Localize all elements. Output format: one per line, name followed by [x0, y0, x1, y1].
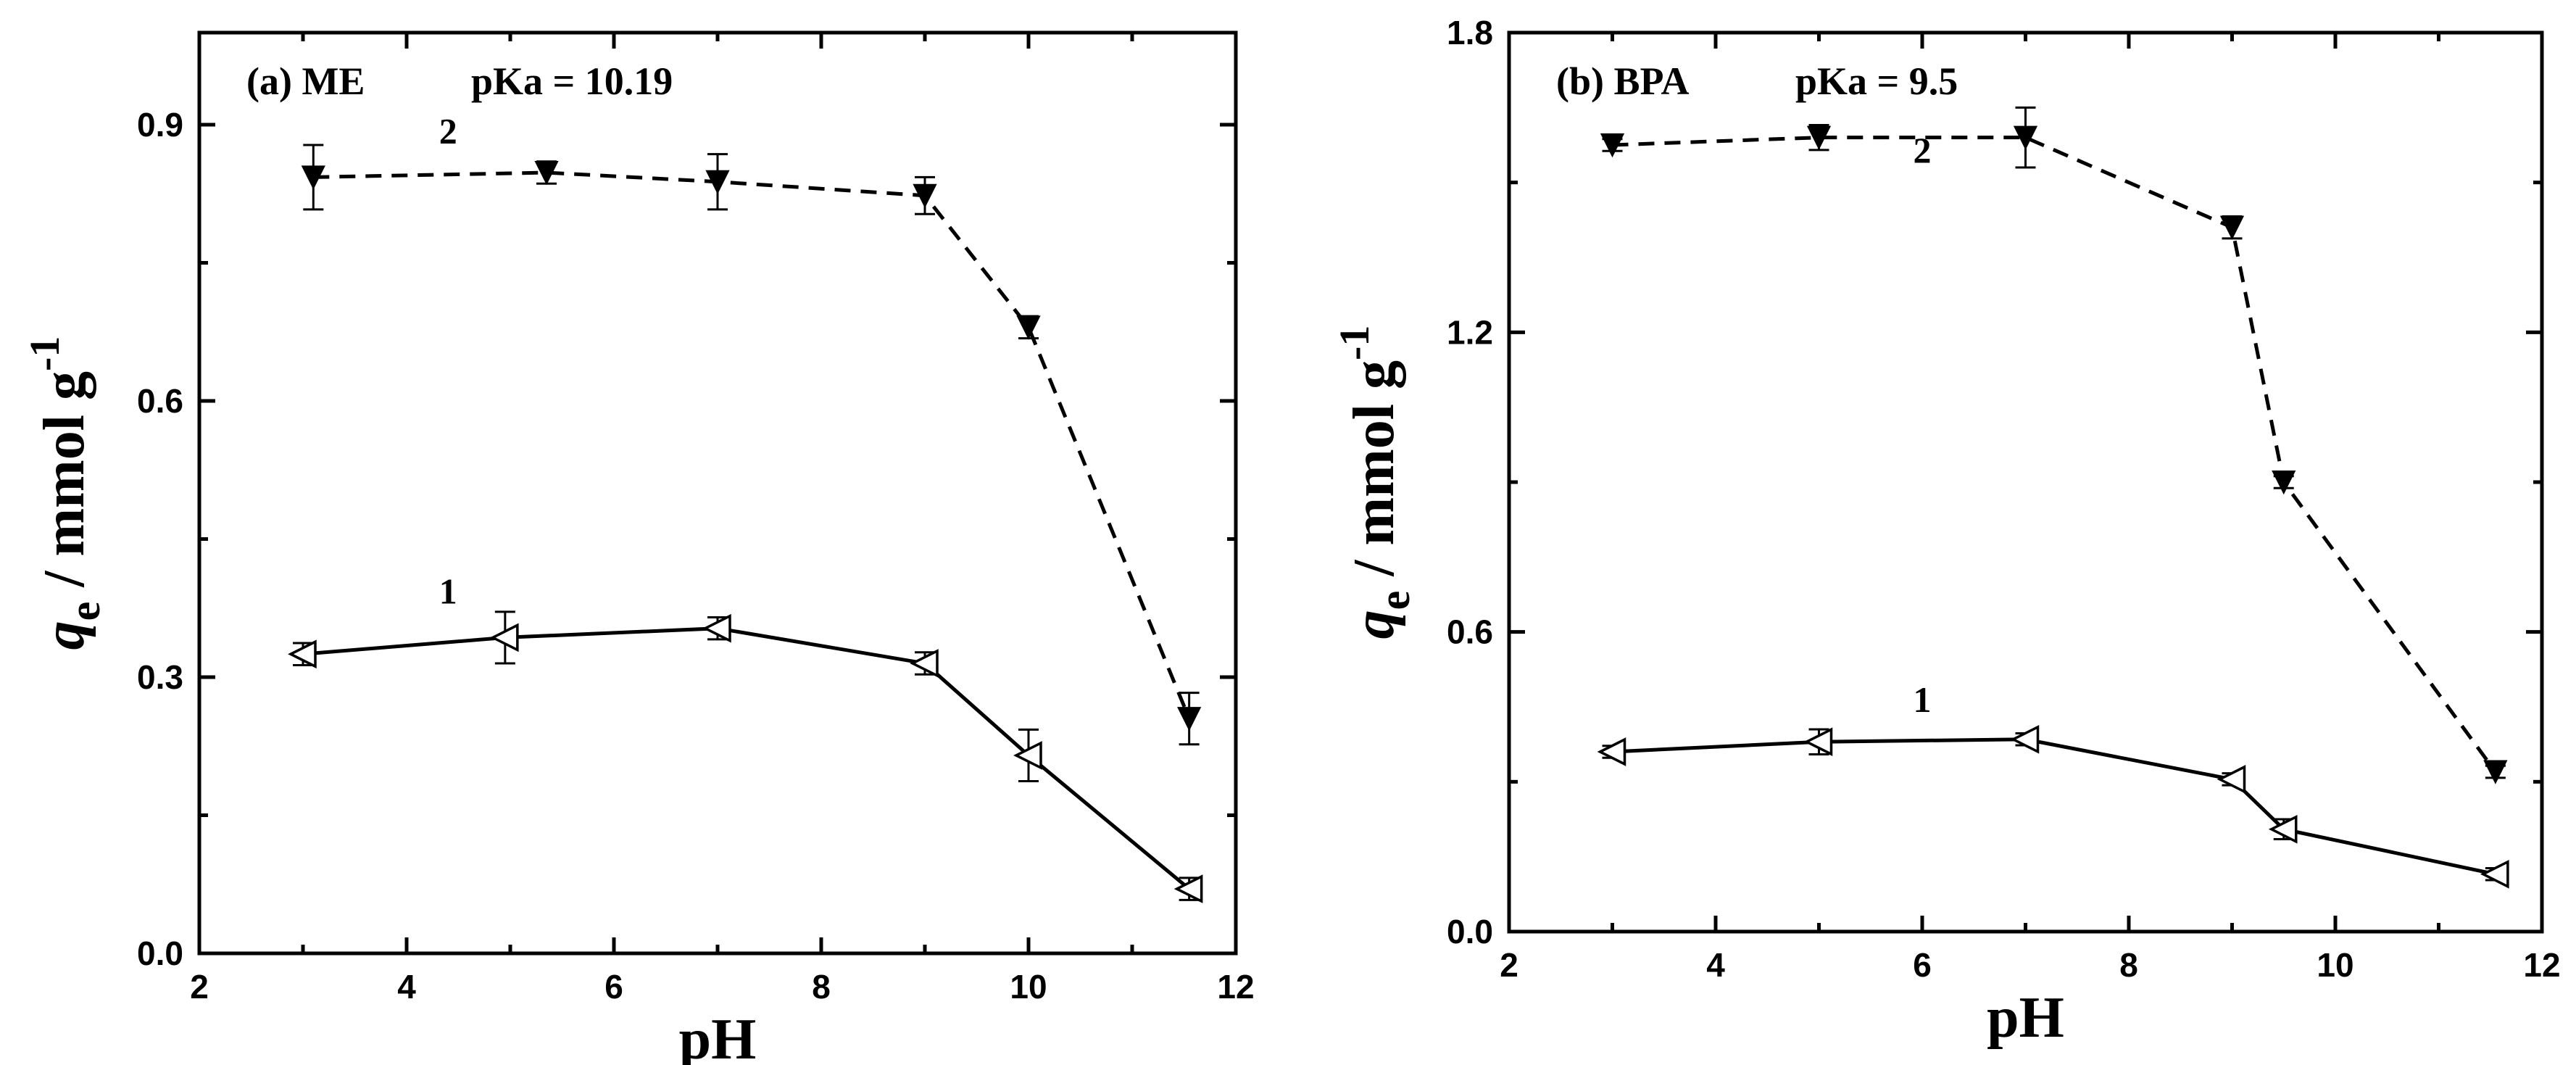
chart-a-pka-label: pKa = 10.19 — [471, 59, 673, 103]
chart-b-x-tick-label: 10 — [2317, 946, 2353, 984]
chart-b-series-2-point — [1806, 125, 1832, 150]
chart-a-x-tick-label: 2 — [190, 968, 209, 1006]
chart-a-x-tick-label: 10 — [1010, 968, 1047, 1006]
chart-b-series-1-point — [1597, 737, 1626, 766]
chart-a-series-1-label: 1 — [439, 571, 457, 611]
chart-b-x-tick-label: 2 — [1500, 946, 1518, 984]
chart-b-y-tick-label: 1.2 — [1447, 313, 1493, 351]
chart-a-series-2-line — [313, 170, 1191, 720]
chart-a-series-1-point — [288, 639, 317, 669]
chart-a-series-2-point — [705, 170, 730, 194]
chart-a-x-tick-label: 12 — [1217, 968, 1254, 1006]
chart-b-series-1-point — [2010, 724, 2040, 754]
chart-b-series-1-point — [1803, 727, 1833, 757]
chart-b-series-1-point — [2268, 814, 2298, 844]
chart-panel-a: 2 4 6 8 10 12 0.0 0.3 0.6 0.9 pH qe / mmol g-1 (a) M… — [21, 30, 1255, 1065]
chart-a-panel-label: (a) ME — [246, 59, 365, 103]
chart-b-series-2-point — [1600, 133, 1625, 158]
chart-b-series-2-label: 2 — [1914, 130, 1932, 170]
chart-a-x-tick-label: 8 — [812, 968, 831, 1006]
chart-a-series-1-line — [302, 626, 1191, 891]
chart-a-series-2-point — [301, 165, 325, 190]
chart-b-series-2-point — [2219, 215, 2245, 240]
chart-a-series-1-point — [1173, 874, 1203, 903]
chart-b-pka-label: pKa = 9.5 — [1795, 59, 1958, 103]
chart-a-series-2-point — [1177, 707, 1202, 732]
chart-b-series-1-point — [2216, 765, 2246, 794]
chart-a-series-2-point — [913, 183, 937, 209]
chart-a-series-1-point — [910, 649, 939, 678]
chart-b-x-tick-label: 8 — [2119, 946, 2138, 984]
chart-b-y-axis-label: qe / mmol g-1 — [1331, 326, 1418, 639]
chart-b-x-tick-label: 12 — [2523, 946, 2560, 984]
chart-b-y-tick-label: 0.0 — [1447, 913, 1493, 950]
chart-a-y-tick-label: 0.3 — [137, 658, 183, 696]
chart-a-series-2-point — [534, 161, 559, 186]
chart-a-x-tick-label: 6 — [604, 968, 623, 1006]
chart-b-x-tick-label: 6 — [1913, 946, 1932, 984]
chart-b-panel-label: (b) BPA — [1556, 59, 1690, 103]
chart-a-x-axis-label: pH — [679, 1008, 757, 1065]
chart-a-series-1-point — [702, 613, 731, 643]
chart-a-series-1-point — [1013, 741, 1042, 770]
chart-a-series-2-point — [1016, 315, 1041, 340]
chart-b-x-axis-label: pH — [1987, 986, 2064, 1050]
chart-b-series-2-point — [2272, 471, 2296, 495]
chart-a-y-axis-label: qe / mmol g-1 — [21, 336, 109, 650]
chart-b-series-1-line — [1612, 737, 2496, 877]
chart-b-series-2-point — [2483, 760, 2508, 784]
chart-b-series-1-point — [2480, 859, 2509, 889]
chart-a-y-tick-label: 0.0 — [137, 935, 183, 972]
chart-a-series-2-label: 2 — [439, 110, 457, 151]
chart-a-x-tick-label: 4 — [397, 968, 416, 1006]
chart-b-series-2-point — [2013, 125, 2038, 150]
chart-panel-b: 2 4 6 8 10 12 0.0 0.6 1.2 1.8 pH qe / mmol g-1 (b) B… — [1288, 0, 2576, 1065]
chart-b-x-tick-label: 4 — [1706, 946, 1725, 984]
chart-a-y-tick-label: 0.6 — [137, 382, 183, 420]
chart-b-y-tick-label: 1.8 — [1447, 14, 1493, 51]
chart-b-y-tick-label: 0.6 — [1447, 613, 1493, 651]
chart-a-y-tick-label: 0.9 — [137, 106, 183, 144]
chart-a-series-1-point — [489, 623, 519, 652]
chart-b-series-2-line — [1612, 136, 2497, 774]
chart-b-series-1-label: 1 — [1914, 679, 1932, 720]
